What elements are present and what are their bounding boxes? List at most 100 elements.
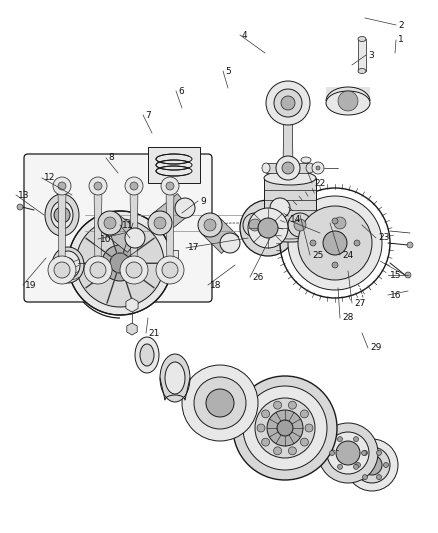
Text: 5: 5 bbox=[225, 67, 231, 76]
Circle shape bbox=[261, 410, 269, 418]
Polygon shape bbox=[247, 196, 287, 235]
Circle shape bbox=[182, 365, 258, 441]
Circle shape bbox=[266, 81, 310, 125]
Circle shape bbox=[276, 156, 300, 180]
Text: 11: 11 bbox=[122, 221, 134, 230]
Ellipse shape bbox=[301, 157, 311, 163]
Text: 24: 24 bbox=[342, 251, 353, 260]
Circle shape bbox=[346, 439, 398, 491]
Circle shape bbox=[156, 256, 184, 284]
Ellipse shape bbox=[56, 251, 80, 279]
Ellipse shape bbox=[264, 230, 316, 242]
Circle shape bbox=[267, 410, 303, 446]
Circle shape bbox=[166, 182, 174, 190]
Text: 21: 21 bbox=[148, 328, 159, 337]
Circle shape bbox=[53, 177, 71, 195]
Bar bbox=[266, 163, 310, 173]
Polygon shape bbox=[201, 216, 238, 254]
Circle shape bbox=[194, 377, 246, 429]
Circle shape bbox=[248, 208, 288, 248]
Ellipse shape bbox=[140, 344, 154, 366]
Text: 25: 25 bbox=[312, 251, 323, 260]
Circle shape bbox=[354, 447, 390, 483]
Bar bbox=[148, 147, 200, 183]
Circle shape bbox=[288, 196, 382, 290]
Circle shape bbox=[162, 262, 178, 278]
Circle shape bbox=[282, 162, 294, 174]
Circle shape bbox=[332, 218, 338, 224]
Circle shape bbox=[328, 211, 352, 235]
Circle shape bbox=[377, 450, 381, 455]
Circle shape bbox=[294, 219, 306, 231]
Circle shape bbox=[332, 262, 338, 268]
Text: 10: 10 bbox=[100, 235, 112, 244]
Text: 23: 23 bbox=[378, 233, 389, 243]
FancyBboxPatch shape bbox=[24, 154, 212, 302]
Circle shape bbox=[288, 213, 312, 237]
Text: 17: 17 bbox=[188, 244, 199, 253]
Ellipse shape bbox=[135, 337, 159, 373]
Circle shape bbox=[274, 89, 302, 117]
Circle shape bbox=[362, 455, 382, 475]
Circle shape bbox=[130, 182, 138, 190]
Circle shape bbox=[323, 231, 347, 255]
Circle shape bbox=[310, 240, 316, 246]
Text: 12: 12 bbox=[44, 174, 55, 182]
Text: 13: 13 bbox=[18, 190, 29, 199]
Circle shape bbox=[48, 256, 76, 284]
Text: 14: 14 bbox=[290, 215, 301, 224]
Text: 15: 15 bbox=[390, 271, 402, 279]
Polygon shape bbox=[102, 214, 142, 252]
Circle shape bbox=[90, 262, 106, 278]
Circle shape bbox=[206, 389, 234, 417]
Circle shape bbox=[98, 211, 122, 235]
Circle shape bbox=[243, 386, 327, 470]
Polygon shape bbox=[152, 193, 192, 232]
Circle shape bbox=[277, 420, 293, 436]
Ellipse shape bbox=[62, 258, 74, 272]
Ellipse shape bbox=[264, 171, 316, 185]
Ellipse shape bbox=[358, 36, 366, 42]
Circle shape bbox=[240, 200, 296, 256]
Text: 22: 22 bbox=[314, 179, 325, 188]
Text: 9: 9 bbox=[200, 197, 206, 206]
Circle shape bbox=[255, 398, 315, 458]
Circle shape bbox=[125, 177, 143, 195]
Circle shape bbox=[288, 401, 297, 409]
Circle shape bbox=[243, 213, 267, 237]
Circle shape bbox=[353, 464, 358, 470]
Text: 3: 3 bbox=[368, 51, 374, 60]
Ellipse shape bbox=[262, 163, 270, 173]
Circle shape bbox=[58, 182, 66, 190]
Circle shape bbox=[288, 447, 297, 455]
Circle shape bbox=[318, 423, 378, 483]
Text: 6: 6 bbox=[178, 86, 184, 95]
Text: 28: 28 bbox=[342, 313, 353, 322]
Ellipse shape bbox=[358, 69, 366, 74]
Circle shape bbox=[363, 450, 367, 455]
Circle shape bbox=[356, 463, 360, 467]
Text: 26: 26 bbox=[252, 272, 263, 281]
Circle shape bbox=[120, 256, 148, 284]
Ellipse shape bbox=[326, 91, 370, 115]
Circle shape bbox=[407, 242, 413, 248]
Polygon shape bbox=[283, 103, 293, 168]
Ellipse shape bbox=[51, 201, 73, 229]
Circle shape bbox=[300, 438, 308, 446]
Circle shape bbox=[249, 219, 261, 231]
Circle shape bbox=[233, 376, 337, 480]
Circle shape bbox=[161, 177, 179, 195]
Circle shape bbox=[384, 463, 389, 467]
Text: 29: 29 bbox=[370, 343, 381, 352]
Circle shape bbox=[270, 198, 290, 218]
Bar bbox=[358, 39, 366, 71]
Polygon shape bbox=[166, 186, 174, 270]
Polygon shape bbox=[94, 186, 102, 270]
Ellipse shape bbox=[165, 362, 185, 394]
Circle shape bbox=[363, 474, 367, 480]
Circle shape bbox=[300, 410, 308, 418]
Circle shape bbox=[148, 211, 172, 235]
Text: 16: 16 bbox=[390, 290, 402, 300]
Circle shape bbox=[198, 213, 222, 237]
Polygon shape bbox=[58, 186, 66, 270]
